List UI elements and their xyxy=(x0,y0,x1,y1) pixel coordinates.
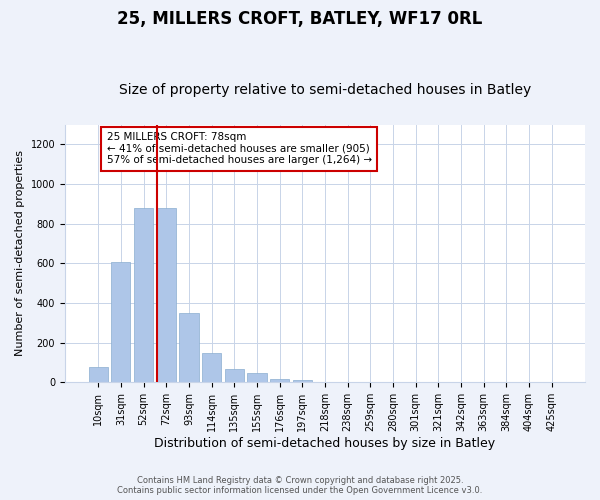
Bar xyxy=(202,352,221,382)
Title: Size of property relative to semi-detached houses in Batley: Size of property relative to semi-detach… xyxy=(119,83,531,97)
Bar xyxy=(270,379,289,382)
Bar xyxy=(157,208,176,382)
Bar xyxy=(111,262,130,382)
Text: Contains HM Land Registry data © Crown copyright and database right 2025.
Contai: Contains HM Land Registry data © Crown c… xyxy=(118,476,482,495)
Bar xyxy=(89,368,108,382)
Bar xyxy=(293,380,312,382)
Bar xyxy=(134,208,153,382)
Text: 25 MILLERS CROFT: 78sqm
← 41% of semi-detached houses are smaller (905)
57% of s: 25 MILLERS CROFT: 78sqm ← 41% of semi-de… xyxy=(107,132,371,166)
Bar xyxy=(247,374,266,382)
Text: 25, MILLERS CROFT, BATLEY, WF17 0RL: 25, MILLERS CROFT, BATLEY, WF17 0RL xyxy=(118,10,482,28)
X-axis label: Distribution of semi-detached houses by size in Batley: Distribution of semi-detached houses by … xyxy=(154,437,496,450)
Bar xyxy=(179,314,199,382)
Y-axis label: Number of semi-detached properties: Number of semi-detached properties xyxy=(15,150,25,356)
Bar xyxy=(224,370,244,382)
